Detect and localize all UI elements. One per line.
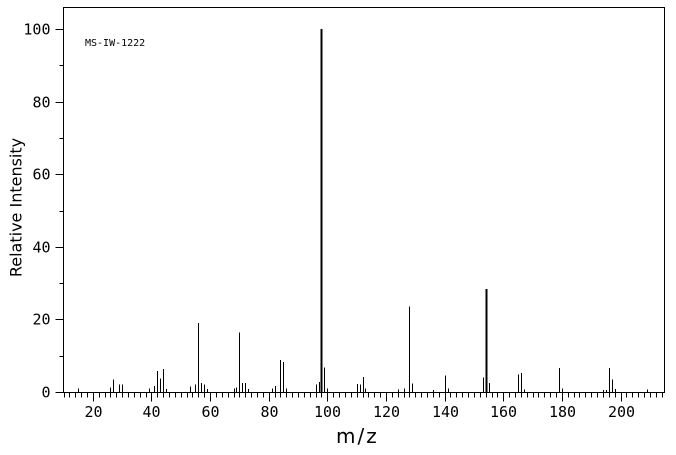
x-tick-label: 60 xyxy=(201,403,219,421)
y-tick-label: 0 xyxy=(41,384,50,402)
x-tick-label: 40 xyxy=(142,403,160,421)
x-axis-label: m/z xyxy=(336,424,379,448)
y-axis-label: Relative Intensity xyxy=(6,137,26,278)
y-tick-label: 40 xyxy=(32,239,50,257)
x-tick-label: 100 xyxy=(314,403,341,421)
plot-frame xyxy=(63,7,665,393)
y-tick-label: 60 xyxy=(32,166,50,184)
x-tick-label: 200 xyxy=(608,403,635,421)
x-tick-label: 160 xyxy=(490,403,517,421)
x-tick-label: 20 xyxy=(84,403,102,421)
x-tick-label: 120 xyxy=(373,403,400,421)
y-tick-label: 20 xyxy=(32,311,50,329)
spectrum-id-label: MS-IW-1222 xyxy=(85,38,146,49)
x-tick-label: 140 xyxy=(432,403,459,421)
y-tick-label: 80 xyxy=(32,94,50,112)
x-tick-label: 80 xyxy=(260,403,278,421)
y-tick-label: 100 xyxy=(23,21,50,39)
x-tick-label: 180 xyxy=(549,403,576,421)
